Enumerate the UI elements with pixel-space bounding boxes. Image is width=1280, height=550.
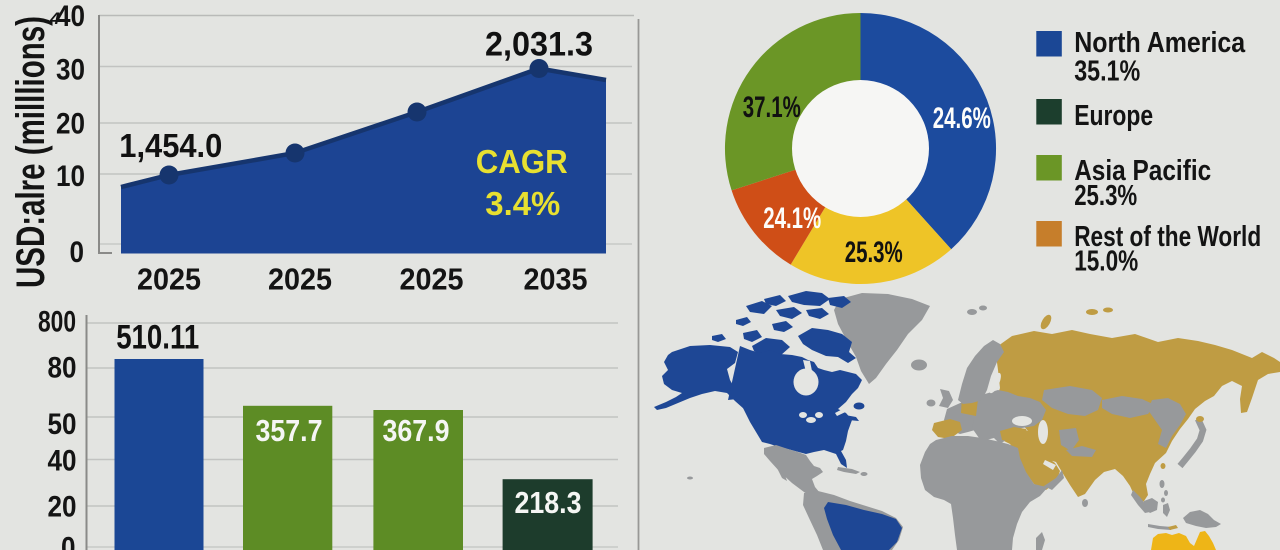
svg-text:35.1%: 35.1% (1074, 55, 1140, 87)
svg-text:CAGR: CAGR (476, 144, 568, 181)
svg-text:20: 20 (56, 108, 85, 141)
svg-text:2025: 2025 (400, 262, 464, 297)
svg-text:357.7: 357.7 (256, 413, 323, 448)
svg-text:40: 40 (56, 0, 85, 33)
svg-text:10: 10 (56, 160, 85, 193)
svg-text:Rest of the World: Rest of the World (1074, 221, 1261, 253)
svg-text:USD:alre (milllions): USD:alre (milllions) (9, 16, 53, 288)
svg-text:24.6%: 24.6% (933, 102, 991, 135)
svg-text:North America: North America (1074, 27, 1246, 59)
svg-text:800: 800 (38, 306, 76, 339)
svg-text:25.3%: 25.3% (845, 236, 903, 269)
svg-text:37.1%: 37.1% (743, 91, 801, 124)
svg-text:2,031.3: 2,031.3 (485, 26, 593, 64)
svg-text:218.3: 218.3 (515, 485, 582, 520)
svg-text:4: 4 (49, 9, 61, 28)
svg-text:50: 50 (48, 408, 77, 441)
svg-text:Europe: Europe (1074, 100, 1153, 132)
svg-text:24.1%: 24.1% (763, 202, 821, 235)
svg-text:0: 0 (70, 236, 85, 269)
svg-text:2025: 2025 (137, 262, 201, 297)
svg-text:80: 80 (48, 352, 77, 385)
svg-text:0: 0 (61, 532, 76, 550)
svg-text:510.11: 510.11 (116, 319, 199, 357)
svg-text:15.0%: 15.0% (1074, 246, 1138, 278)
svg-text:367.9: 367.9 (383, 413, 450, 448)
svg-text:25.3%: 25.3% (1074, 180, 1137, 212)
svg-text:Asia Pacific: Asia Pacific (1074, 155, 1211, 187)
svg-text:2025: 2025 (268, 262, 332, 297)
svg-text:20: 20 (48, 491, 77, 524)
svg-text:3.4%: 3.4% (485, 186, 560, 223)
svg-text:40: 40 (48, 445, 77, 478)
svg-text:30: 30 (56, 54, 85, 87)
svg-text:1,454.0: 1,454.0 (119, 127, 222, 164)
svg-text:2035: 2035 (524, 262, 588, 297)
